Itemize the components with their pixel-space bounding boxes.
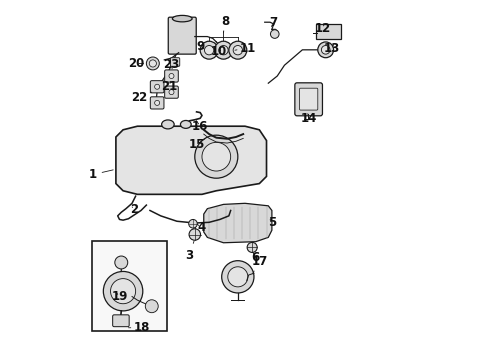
Ellipse shape [162, 120, 174, 129]
Circle shape [270, 30, 279, 39]
Circle shape [321, 45, 330, 54]
Circle shape [169, 90, 174, 95]
Text: 8: 8 [221, 15, 229, 33]
Circle shape [202, 142, 231, 171]
Circle shape [247, 242, 257, 252]
Circle shape [219, 45, 228, 55]
Circle shape [169, 73, 174, 78]
Text: 6: 6 [252, 251, 260, 264]
Text: 5: 5 [268, 216, 276, 229]
Circle shape [155, 100, 160, 105]
Circle shape [146, 300, 158, 313]
Text: 13: 13 [324, 42, 340, 55]
Circle shape [147, 57, 159, 70]
Circle shape [233, 45, 243, 55]
Text: 3: 3 [185, 241, 194, 262]
FancyBboxPatch shape [171, 58, 180, 66]
Circle shape [229, 41, 247, 59]
FancyBboxPatch shape [316, 24, 341, 40]
FancyBboxPatch shape [92, 241, 167, 330]
Text: 12: 12 [315, 22, 331, 35]
Text: 10: 10 [211, 45, 227, 58]
Polygon shape [116, 126, 267, 194]
Text: 4: 4 [197, 221, 205, 234]
Circle shape [103, 271, 143, 311]
FancyBboxPatch shape [113, 315, 129, 327]
Circle shape [318, 42, 334, 58]
Ellipse shape [172, 15, 192, 22]
Text: 19: 19 [111, 290, 128, 303]
Circle shape [204, 45, 214, 55]
Text: 7: 7 [269, 16, 277, 29]
FancyBboxPatch shape [165, 70, 178, 82]
Text: 17: 17 [251, 255, 268, 273]
Circle shape [228, 267, 248, 287]
Text: 20: 20 [128, 57, 144, 70]
FancyBboxPatch shape [165, 86, 178, 98]
Text: 2: 2 [130, 203, 139, 216]
Polygon shape [204, 203, 272, 243]
Text: 21: 21 [161, 80, 177, 93]
Circle shape [115, 256, 128, 269]
FancyBboxPatch shape [150, 81, 164, 93]
Circle shape [189, 220, 197, 228]
Circle shape [215, 41, 232, 59]
Text: 18: 18 [128, 321, 150, 334]
Text: 22: 22 [131, 91, 152, 104]
FancyBboxPatch shape [168, 17, 196, 54]
Circle shape [149, 60, 156, 67]
Text: 23: 23 [163, 58, 179, 71]
Text: 1: 1 [89, 168, 113, 181]
Circle shape [155, 84, 160, 89]
Circle shape [221, 261, 254, 293]
Text: 16: 16 [192, 120, 208, 133]
FancyBboxPatch shape [299, 88, 318, 110]
Text: 15: 15 [188, 138, 205, 151]
Circle shape [189, 229, 200, 240]
Circle shape [195, 135, 238, 178]
Text: 9: 9 [196, 40, 204, 53]
Ellipse shape [180, 121, 191, 129]
Circle shape [111, 279, 136, 304]
Text: 14: 14 [301, 112, 317, 125]
Circle shape [200, 41, 218, 59]
FancyBboxPatch shape [150, 97, 164, 109]
FancyBboxPatch shape [295, 83, 322, 116]
Text: 11: 11 [235, 41, 256, 54]
